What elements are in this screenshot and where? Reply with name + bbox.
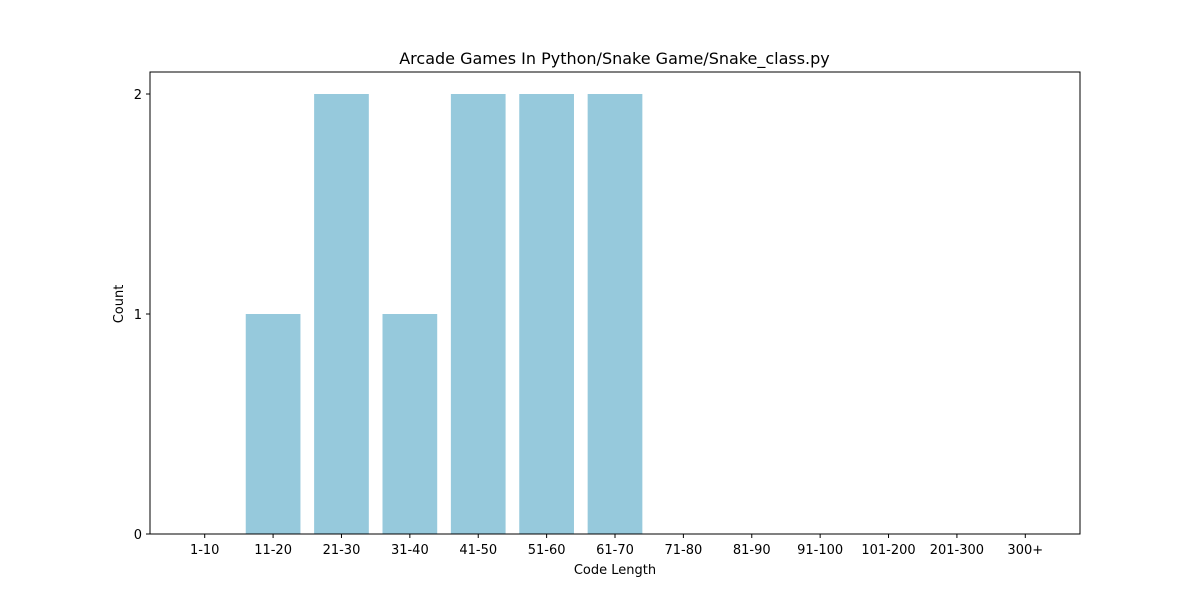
x-tick-label: 51-60 (528, 543, 566, 558)
y-tick-label: 2 (134, 88, 142, 103)
x-tick-label: 1-10 (190, 543, 220, 558)
x-tick-label: 101-200 (861, 543, 915, 558)
x-tick-label: 11-20 (254, 543, 292, 558)
bar-51-60 (519, 94, 574, 534)
x-tick-label: 81-90 (733, 543, 771, 558)
x-axis-label: Code Length (574, 563, 656, 578)
x-tick-label: 61-70 (596, 543, 634, 558)
bar-41-50 (450, 94, 506, 534)
y-tick-label: 1 (134, 308, 142, 323)
x-tick-label: 201-300 (930, 543, 984, 558)
x-axis-ticks: 1-10 11-20 21-30 31-40 41-50 51-60 61-70 71-80 8… (190, 534, 1043, 558)
x-tick-label: 21-30 (323, 543, 361, 558)
x-tick-label: 71-80 (664, 543, 702, 558)
chart-title: Arcade Games In Python/Snake Game/Snake_… (399, 49, 830, 69)
y-axis-ticks: 0 1 2 (134, 88, 150, 543)
x-tick-label: 41-50 (459, 543, 497, 558)
x-tick-label: 300+ (1007, 543, 1043, 558)
x-tick-label: 91-100 (797, 543, 843, 558)
y-axis-label: Count (112, 285, 127, 324)
bar-11-20 (245, 314, 301, 534)
y-tick-label: 0 (134, 528, 142, 543)
bar-31-40 (382, 314, 438, 534)
bar-21-30 (314, 94, 369, 534)
bar-61-70 (587, 94, 643, 534)
x-tick-label: 31-40 (391, 543, 429, 558)
plot-frame (149, 71, 1081, 535)
bars-group (245, 94, 643, 534)
